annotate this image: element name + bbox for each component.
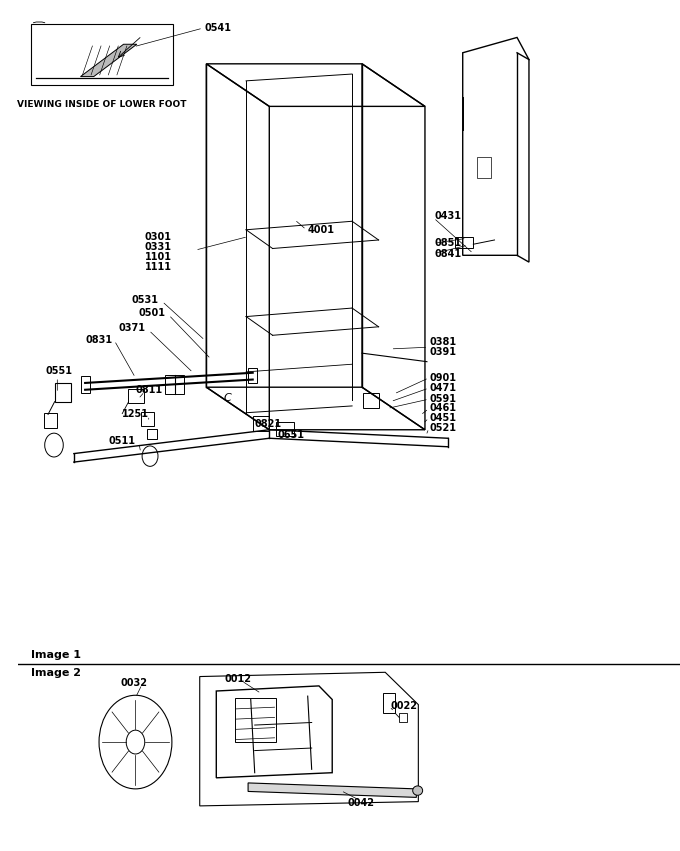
- Bar: [455, 237, 473, 248]
- Text: 0651: 0651: [277, 430, 304, 440]
- Bar: [363, 393, 379, 408]
- Text: 0521: 0521: [430, 423, 456, 433]
- Text: 4001: 4001: [308, 225, 335, 235]
- Text: 0851: 0851: [435, 238, 462, 248]
- Text: 0471: 0471: [430, 383, 456, 393]
- Bar: [141, 412, 154, 426]
- Text: 1101: 1101: [145, 252, 172, 262]
- Text: 0811: 0811: [135, 385, 163, 395]
- Text: 0531: 0531: [131, 294, 158, 305]
- Text: 0381: 0381: [430, 337, 457, 347]
- Text: 0451: 0451: [430, 413, 456, 423]
- Polygon shape: [80, 44, 137, 77]
- Bar: [254, 416, 269, 431]
- Text: 0391: 0391: [430, 347, 456, 357]
- Text: 0032: 0032: [120, 677, 148, 688]
- Text: 0841: 0841: [435, 248, 462, 259]
- Bar: [148, 429, 156, 439]
- Text: Image 2: Image 2: [31, 668, 81, 678]
- Bar: [276, 422, 294, 436]
- Bar: [235, 698, 276, 742]
- Text: 1111: 1111: [145, 262, 172, 272]
- Text: 0331: 0331: [145, 242, 172, 252]
- Text: 0301: 0301: [145, 231, 172, 242]
- Bar: [165, 375, 184, 394]
- Bar: [384, 693, 395, 713]
- Text: 0501: 0501: [138, 308, 165, 318]
- Text: VIEWING INSIDE OF LOWER FOOT: VIEWING INSIDE OF LOWER FOOT: [17, 100, 187, 110]
- Bar: [477, 157, 490, 179]
- Bar: [248, 368, 257, 383]
- Text: 0551: 0551: [46, 366, 72, 376]
- Text: 0012: 0012: [224, 674, 251, 684]
- Text: 0371: 0371: [118, 323, 146, 334]
- Text: 0431: 0431: [435, 211, 462, 221]
- Bar: [399, 713, 407, 722]
- Text: 0831: 0831: [85, 335, 112, 346]
- Bar: [81, 376, 90, 393]
- Ellipse shape: [413, 786, 423, 795]
- Text: C: C: [224, 393, 231, 403]
- Text: 0541: 0541: [205, 23, 231, 33]
- Text: 0461: 0461: [430, 403, 456, 414]
- Bar: [31, 24, 173, 85]
- Text: 1251: 1251: [122, 408, 149, 419]
- Polygon shape: [248, 783, 416, 797]
- Text: 0591: 0591: [430, 394, 456, 404]
- Text: 0511: 0511: [109, 436, 136, 446]
- Bar: [129, 389, 144, 403]
- Text: Image 1: Image 1: [31, 649, 81, 660]
- Bar: [54, 383, 71, 402]
- Text: 0821: 0821: [255, 419, 282, 429]
- Text: 0042: 0042: [347, 798, 375, 808]
- Text: 0022: 0022: [390, 701, 418, 711]
- Text: 0901: 0901: [430, 373, 456, 383]
- Bar: [44, 413, 57, 428]
